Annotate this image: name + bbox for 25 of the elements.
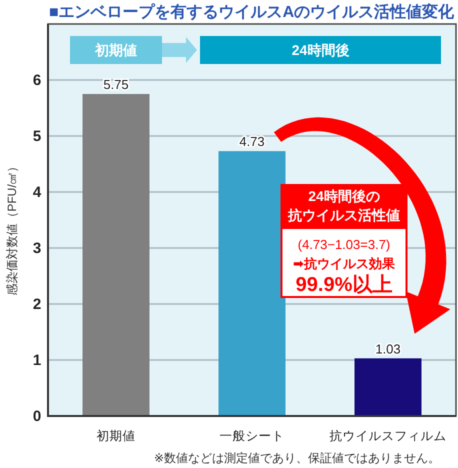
y-tick-label: 5 <box>32 128 42 145</box>
annotation: 抗ウイルス活性値 <box>287 207 400 223</box>
bar <box>354 358 422 416</box>
x-tick-label: 初期値 <box>96 429 136 443</box>
text: ※数値などは測定値であり、保証値ではありません。 <box>154 451 440 465</box>
data-label: 1.03 <box>375 341 401 356</box>
x-tick-label: 一般シート <box>220 429 284 443</box>
y-tick-label: 4 <box>32 184 42 201</box>
annotation: 99.9%以上 <box>296 274 392 296</box>
y-tick-label: 0 <box>32 408 42 425</box>
annotation: 24時間後 <box>292 42 350 58</box>
y-tick-label: 6 <box>32 72 42 89</box>
data-label: 4.73 <box>239 134 265 150</box>
annotation: ➡抗ウイルス効果 <box>293 256 396 271</box>
y-axis-title: 感染価対数値（PFU/㎠） <box>5 160 19 296</box>
annotation: (4.73−1.03=3.7) <box>298 237 390 252</box>
y-tick-label: 2 <box>32 296 42 313</box>
chart-title: ■エンベロープを有するウイルスAのウイルス活性値変化 <box>49 2 456 21</box>
bar <box>82 94 150 416</box>
y-tick-label: 1 <box>32 352 42 369</box>
x-tick-label: 抗ウイルスフィルム <box>330 429 446 443</box>
y-tick-label: 3 <box>32 240 42 257</box>
annotation: 初期値 <box>94 42 137 58</box>
data-label: 5.75 <box>103 77 129 92</box>
annotation: 24時間後の <box>308 188 380 204</box>
